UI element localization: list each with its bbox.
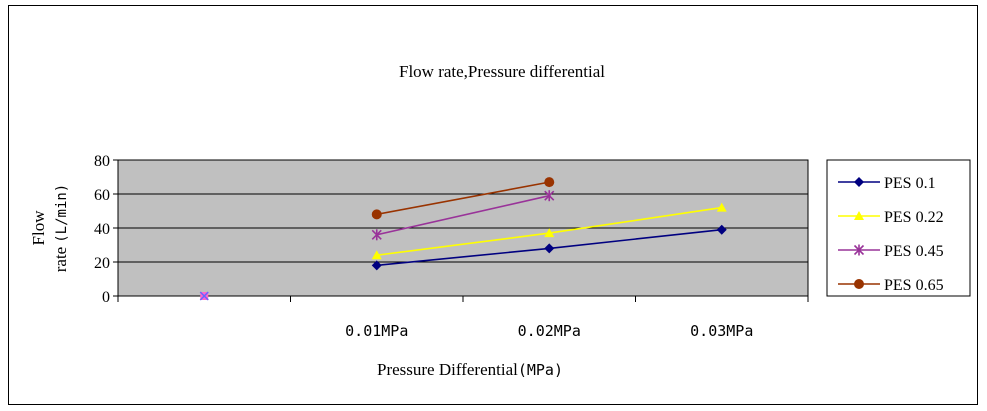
- data-point: [371, 250, 382, 260]
- data-point: [199, 291, 209, 301]
- legend-entry: PES 0.45: [838, 243, 944, 260]
- data-point: [544, 177, 555, 188]
- legend-label: PES 0.1: [884, 175, 936, 192]
- series-1: [371, 224, 727, 271]
- x-axis-label: Pressure Differential(MPa): [377, 360, 563, 379]
- legend: PES 0.1 PES 0.22 PES 0.45 PES 0.65: [838, 175, 944, 294]
- chart-title: Flow rate,Pressure differential: [399, 62, 605, 81]
- data-point: [716, 224, 727, 235]
- y-tick-label: 40: [94, 221, 110, 238]
- x-tick-labels: 0.01MPa 0.02MPa 0.03MPa: [345, 322, 753, 340]
- y-axis-label-line2: rate (L/min): [51, 184, 70, 273]
- data-point: [716, 202, 727, 212]
- y-axis-label-line1: Flow: [29, 210, 48, 246]
- legend-label: PES 0.45: [884, 243, 944, 260]
- series-3: [371, 190, 555, 241]
- y-tick-label: 80: [94, 153, 110, 170]
- legend-marker: [853, 244, 865, 256]
- y-axis-label: Flow rate (L/min): [29, 184, 70, 273]
- legend-marker: [854, 211, 864, 220]
- y-tick-label: 20: [94, 255, 110, 272]
- series-line: [376, 194, 550, 236]
- data-point: [371, 229, 382, 241]
- legend-entry: PES 0.1: [838, 175, 936, 192]
- y-axis-label-word: rate: [51, 247, 70, 272]
- series-line: [376, 181, 550, 216]
- data-point: [371, 209, 382, 220]
- x-tick-label: 0.01MPa: [345, 322, 408, 340]
- y-tick-label: 0: [102, 289, 110, 306]
- x-tick-label: 0.02MPa: [518, 322, 581, 340]
- x-axis-label-text: Pressure Differential: [377, 360, 518, 379]
- data-point: [544, 190, 555, 202]
- y-tick-labels: 0 20 40 60 80: [94, 153, 110, 306]
- y-tick-label: 60: [94, 187, 110, 204]
- legend-entry: PES 0.65: [838, 277, 944, 294]
- data-point: [544, 243, 555, 254]
- data-point: [544, 228, 555, 238]
- data-point: [371, 260, 382, 271]
- x-tick-label: 0.03MPa: [690, 322, 753, 340]
- series-2: [371, 202, 727, 260]
- series-4: [371, 177, 555, 220]
- legend-label: PES 0.65: [884, 277, 944, 294]
- legend-label: PES 0.22: [884, 209, 944, 226]
- legend-entry: PES 0.22: [838, 209, 944, 226]
- legend-marker: [854, 279, 864, 289]
- gridlines: [118, 193, 808, 263]
- x-axis-label-unit: (MPa): [518, 361, 563, 379]
- axis-ticks: [113, 159, 809, 302]
- y-axis-label-unit: (L/min): [54, 184, 70, 243]
- series-layer: [199, 177, 727, 301]
- legend-marker: [854, 177, 864, 187]
